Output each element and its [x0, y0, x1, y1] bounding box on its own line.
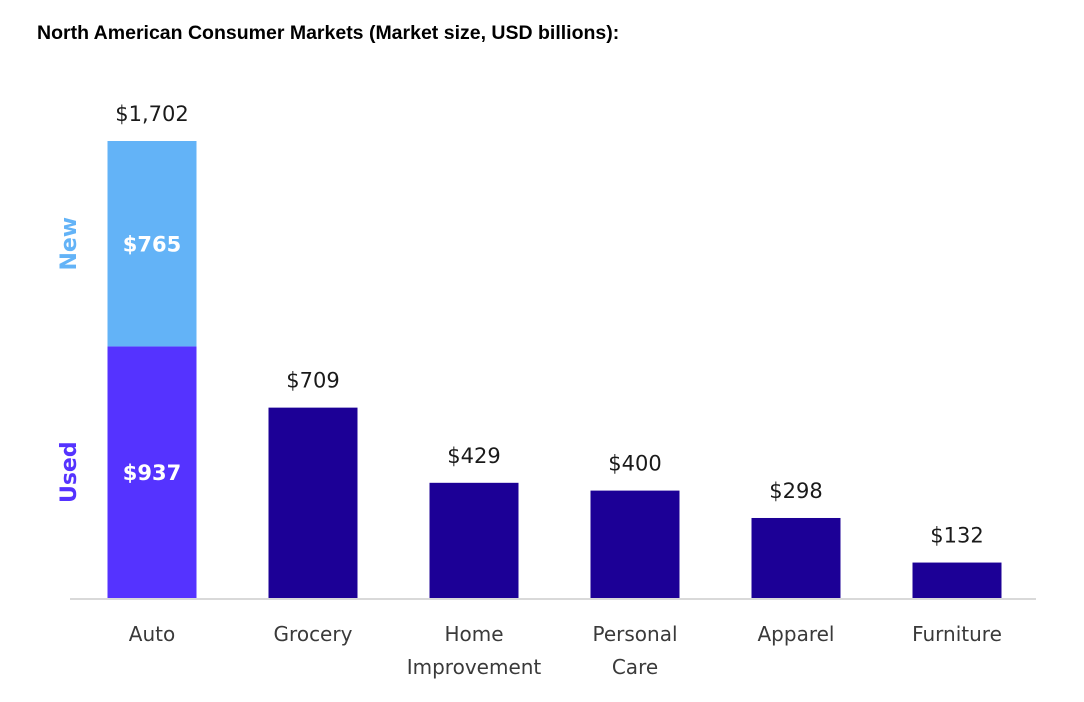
value-label-furniture: $132 [930, 524, 983, 548]
value-label-auto: $1,702 [115, 102, 188, 126]
bar-auto-used [107, 346, 197, 598]
bar-personal-care [590, 490, 680, 598]
segment-label-new: $765 [123, 233, 181, 257]
bar-apparel [751, 517, 841, 598]
legend-label-used: Used [57, 441, 82, 503]
category-label-grocery: Grocery [274, 622, 353, 646]
category-label-home-improvement: Home Improvement [407, 622, 542, 679]
value-label-personal-care: $400 [608, 452, 661, 476]
bar-grocery [268, 407, 358, 598]
bar-auto-new [107, 141, 197, 347]
bar-furniture [912, 562, 1002, 598]
value-label-home-improvement: $429 [447, 444, 500, 468]
bar-home-improvement [429, 482, 519, 598]
value-label-apparel: $298 [769, 479, 822, 503]
segment-label-used: $937 [123, 461, 181, 485]
category-label-personal-care: Personal Care [592, 622, 677, 679]
chart-title: North American Consumer Markets (Market … [37, 22, 620, 44]
category-label-apparel: Apparel [758, 622, 835, 646]
category-label-furniture: Furniture [912, 622, 1002, 646]
category-label-auto: Auto [129, 622, 175, 646]
value-label-grocery: $709 [286, 369, 339, 393]
legend-label-new: New [57, 217, 82, 271]
